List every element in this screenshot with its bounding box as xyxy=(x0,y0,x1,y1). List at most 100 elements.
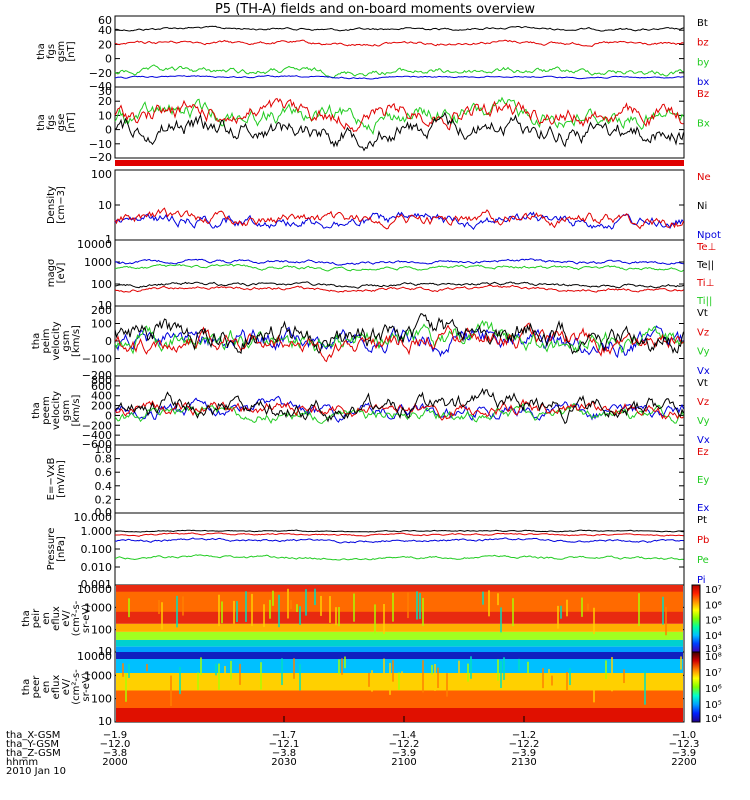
ephemeris-value: −1.0 xyxy=(672,730,696,741)
series-gse-black xyxy=(114,111,684,152)
spectro-streak xyxy=(287,588,289,619)
y-tick-label: 1 xyxy=(105,233,112,246)
legend-Vx: Vx xyxy=(697,435,710,446)
y-axis-label-line: gsm xyxy=(61,400,72,421)
spectro-streak xyxy=(239,663,241,685)
y-tick-label: −400 xyxy=(82,429,112,442)
legend-by: by xyxy=(697,57,709,68)
series-Ne xyxy=(114,207,684,230)
spectro-streak xyxy=(335,607,337,626)
y-axis-label-line: sr-eV) xyxy=(81,604,92,633)
spectro-streak xyxy=(122,663,124,677)
series-Bz xyxy=(114,97,684,133)
ephemeris-label: tha_X-GSM xyxy=(6,730,60,741)
spectro-streak xyxy=(551,675,553,686)
series-Bx xyxy=(114,96,684,136)
y-tick-label: −40 xyxy=(89,80,112,93)
spectro-streak xyxy=(161,602,163,630)
spectro-streak xyxy=(419,593,421,620)
y-axis-label-line: [mV/m] xyxy=(56,460,67,498)
spectro-streak xyxy=(218,594,220,627)
spectro-streak xyxy=(500,607,502,633)
legend-bx: bx xyxy=(697,77,709,88)
spectro-streak xyxy=(341,658,343,675)
y-tick-label: −200 xyxy=(82,419,112,432)
y-tick-label: 1000 xyxy=(84,256,112,269)
date-label: 2010 Jan 10 xyxy=(6,766,66,777)
y-tick-label: 0 xyxy=(105,124,112,137)
spectro-streak xyxy=(314,588,316,606)
spectro-streak xyxy=(581,597,583,617)
spectro-streak xyxy=(278,594,280,628)
panel-temp: 10000 1000 100 10 magσ [eV] Te⊥ Te|| Ti⊥ Ti|| xyxy=(46,238,716,312)
spectro-streak xyxy=(383,658,385,685)
spectro-streak xyxy=(548,669,550,691)
spectro-streak xyxy=(611,657,613,692)
spectro-streak xyxy=(128,598,130,618)
y-tick-label: 1.0 xyxy=(95,443,113,456)
series-Vx-e xyxy=(114,395,684,423)
legend-Ey: Ey xyxy=(697,475,709,486)
spectro-streak xyxy=(290,600,292,609)
spectro-streak xyxy=(338,607,340,627)
y-axis-label: Density [cm−3] xyxy=(46,186,67,224)
legend-Vz: Vz xyxy=(697,397,709,408)
spectro-streak xyxy=(197,672,199,691)
spectro-streak xyxy=(587,603,589,611)
y-tick-label: 100 xyxy=(91,168,112,181)
ephemeris-value: 2000 xyxy=(102,757,127,768)
spectro-streak xyxy=(482,591,484,605)
colorbar-label: 10⁸ xyxy=(705,652,722,663)
ephemeris-value: −3.8 xyxy=(272,748,296,759)
ephemeris-label: tha_Z-GSM xyxy=(6,748,61,759)
y-tick-label: −200 xyxy=(82,369,112,382)
y-tick-label: 30 xyxy=(98,85,112,98)
panel-frame xyxy=(114,444,685,514)
spectro-streak xyxy=(392,660,394,682)
y-axis-label-line: [cm−3] xyxy=(56,186,67,224)
ephemeris-value: −3.9 xyxy=(512,748,536,759)
y-tick-label: 0.100 xyxy=(81,543,113,556)
colorbar-label: 10⁴ xyxy=(705,631,722,642)
y-axis-label-line: velocity xyxy=(51,391,62,430)
y-tick-label: 100 xyxy=(91,318,112,331)
spectro-streak xyxy=(518,658,520,672)
colorbar xyxy=(691,584,701,653)
spectro-streak xyxy=(320,595,322,616)
panel-density: 100 10 1 Density [cm−3] Ne Ni Npot xyxy=(46,168,721,246)
spectro-streak xyxy=(467,663,469,682)
y-tick-label: −20 xyxy=(89,151,112,164)
y-tick-label: 1000 xyxy=(84,669,112,682)
spectro-streak xyxy=(680,656,682,670)
spectro-streak xyxy=(230,660,232,680)
ephemeris-label: tha_Y-GSM xyxy=(6,739,59,750)
y-axis-label-line: eflux xyxy=(51,675,62,700)
y-tick-label: 1000 xyxy=(84,601,112,614)
y-tick-label: 10000 xyxy=(77,238,112,251)
spectro-streak xyxy=(407,592,409,619)
y-tick-label: 20 xyxy=(98,38,112,51)
legend-Pt: Pt xyxy=(697,515,707,526)
y-tick-label: 0.001 xyxy=(81,578,113,591)
spectro-streak xyxy=(431,665,433,675)
series-Pi xyxy=(114,537,684,544)
y-tick-label: 100 xyxy=(91,693,112,706)
y-tick-label: −20 xyxy=(89,67,112,80)
spectro-streak xyxy=(125,672,127,702)
y-tick-label: 0.010 xyxy=(81,561,113,574)
legend-Pi: Pi xyxy=(697,575,706,586)
legend-Te||: Te|| xyxy=(696,260,714,271)
y-tick-label: 10 xyxy=(98,109,112,122)
series-Bt xyxy=(114,25,684,32)
ephemeris-value: −3.9 xyxy=(392,748,416,759)
panel-frame xyxy=(114,169,685,241)
spectro-streak xyxy=(416,591,418,620)
spectro-streak xyxy=(470,656,472,679)
spectro-streak xyxy=(236,601,238,622)
spectro-streak xyxy=(566,671,568,691)
legend-Ne: Ne xyxy=(697,172,711,183)
y-tick-label: 1.000 xyxy=(81,525,113,538)
